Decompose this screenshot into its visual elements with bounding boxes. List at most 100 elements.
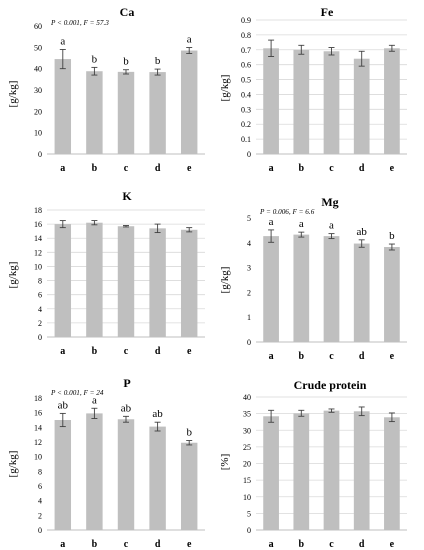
panel-4-y-axis-label: [g/kg] xyxy=(219,267,231,294)
panel-6-ytick-label: 10 xyxy=(243,493,251,502)
panel-4-stat-annotation: P = 0.006, F = 6.6 xyxy=(259,208,315,216)
panel-1-significance-letter: b xyxy=(155,55,161,67)
panel-5-ytick-label: 18 xyxy=(34,394,42,403)
panel-1-significance-letter: b xyxy=(92,53,98,65)
panel-2-bar xyxy=(323,51,340,155)
panel-2-title: Fe xyxy=(321,5,334,19)
panel-3-bar xyxy=(54,224,72,337)
panel-2-category-label: b xyxy=(299,163,305,174)
panel-3-ytick-label: 8 xyxy=(38,277,42,286)
panel-4-ytick-label: 5 xyxy=(247,214,251,223)
panel-2-category-label: c xyxy=(329,163,334,174)
panel-6-ytick-label: 25 xyxy=(243,443,251,452)
panel-2-ytick-label: 0.6 xyxy=(241,61,251,70)
panel-5-category-label: b xyxy=(92,539,98,550)
panel-5-significance-letter: ab xyxy=(121,402,132,414)
panel-2-category-label: e xyxy=(390,163,395,174)
panel-6-category-label: c xyxy=(329,539,334,550)
panel-5-ytick-label: 16 xyxy=(34,409,42,418)
panel-3-ytick-label: 0 xyxy=(38,333,42,342)
panel-1-ytick-label: 0 xyxy=(38,150,42,159)
panel-1-ytick-label: 40 xyxy=(34,65,42,74)
panel-5-title: P xyxy=(123,376,130,390)
panel-4-significance-letter: a xyxy=(299,218,304,230)
panel-5-significance-letter: b xyxy=(186,427,192,439)
panel-6-category-label: a xyxy=(269,539,274,550)
panel-3-ytick-label: 4 xyxy=(38,305,42,314)
panel-3-ytick-label: 18 xyxy=(34,206,42,215)
panel-4-bar xyxy=(263,236,279,342)
panel-6-category-label: d xyxy=(359,539,365,550)
panel-1-bar xyxy=(86,71,103,154)
panel-5-significance-letter: ab xyxy=(152,408,163,420)
panel-6-category-label: e xyxy=(390,539,395,550)
panel-4-category-label: a xyxy=(269,351,274,362)
panel-2-ytick-label: 0.3 xyxy=(241,105,251,114)
panel-4-ytick-label: 3 xyxy=(247,264,251,273)
panel-6-bar xyxy=(384,417,400,530)
panel-2-ytick-label: 0.2 xyxy=(241,120,251,129)
panel-1-title: Ca xyxy=(120,5,135,19)
panel-5-bar xyxy=(180,442,198,530)
panel-2-ytick-label: 0.5 xyxy=(241,76,251,85)
panel-4-category-label: c xyxy=(329,351,334,362)
panel-5-category-label: e xyxy=(187,539,192,550)
panel-3-category-label: a xyxy=(60,346,65,357)
panel-2-bar xyxy=(384,48,400,154)
panel-3-category-label: c xyxy=(124,346,129,357)
panel-4-bar xyxy=(353,243,370,342)
panel-3-bar xyxy=(117,226,135,337)
panel-3-category-label: d xyxy=(155,346,161,357)
panel-1-ytick-label: 30 xyxy=(34,86,42,95)
panel-4-title: Mg xyxy=(321,195,338,209)
panel-1-bar xyxy=(117,71,135,154)
panel-5-category-label: c xyxy=(124,539,129,550)
panel-4-significance-letter: a xyxy=(329,220,334,232)
panel-1-stat-annotation: P < 0.001, F = 57.3 xyxy=(50,19,109,27)
panel-6-title: Crude protein xyxy=(294,378,367,392)
panel-6-category-label: b xyxy=(299,539,305,550)
panel-3-ytick-label: 14 xyxy=(34,234,42,243)
panel-5-y-axis-label: [g/kg] xyxy=(7,451,19,478)
panel-4-significance-letter: ab xyxy=(357,226,368,238)
panel-5-category-label: d xyxy=(155,539,161,550)
panel-5-ytick-label: 2 xyxy=(38,511,42,520)
panel-5-bar xyxy=(117,419,135,530)
panel-4-ytick-label: 4 xyxy=(247,239,251,248)
panel-3-bar xyxy=(86,222,103,337)
panel-5-ytick-label: 12 xyxy=(34,438,42,447)
panel-1-significance-letter: a xyxy=(60,35,65,47)
panel-5-ytick-label: 6 xyxy=(38,482,42,491)
panel-5-bar xyxy=(149,426,166,530)
panel-1-ytick-label: 20 xyxy=(34,107,42,116)
panel-1-category-label: d xyxy=(155,163,161,174)
panel-1-ytick-label: 50 xyxy=(34,43,42,52)
panel-2-ytick-label: 0 xyxy=(247,150,251,159)
panel-1-category-label: e xyxy=(187,163,192,174)
panel-5-ytick-label: 10 xyxy=(34,453,42,462)
panel-6-ytick-label: 0 xyxy=(247,526,251,535)
panel-4-bar xyxy=(384,247,400,342)
panel-1-category-label: a xyxy=(60,163,65,174)
panel-3-category-label: b xyxy=(92,346,98,357)
panel-4-category-label: b xyxy=(299,351,305,362)
panel-1-bar xyxy=(180,50,198,154)
panel-2-bar xyxy=(293,49,310,154)
panel-3-bar xyxy=(149,228,166,337)
panel-6-ytick-label: 15 xyxy=(243,476,251,485)
panel-6-ytick-label: 30 xyxy=(243,426,251,435)
panel-5-significance-letter: ab xyxy=(58,399,69,411)
panel-5-significance-letter: a xyxy=(92,394,97,406)
panel-3-ytick-label: 2 xyxy=(38,319,42,328)
panel-5-bar xyxy=(86,413,103,530)
panel-6-ytick-label: 5 xyxy=(247,509,251,518)
panel-6-bar xyxy=(263,416,279,530)
panel-3-ytick-label: 10 xyxy=(34,262,42,271)
panel-6-bar xyxy=(353,411,370,530)
panel-4-bar xyxy=(323,236,340,342)
panel-1-significance-letter: a xyxy=(187,34,192,46)
panel-2-bar xyxy=(353,58,370,154)
panel-3-y-axis-label: [g/kg] xyxy=(7,262,19,289)
panel-2-ytick-label: 0.1 xyxy=(241,135,251,144)
